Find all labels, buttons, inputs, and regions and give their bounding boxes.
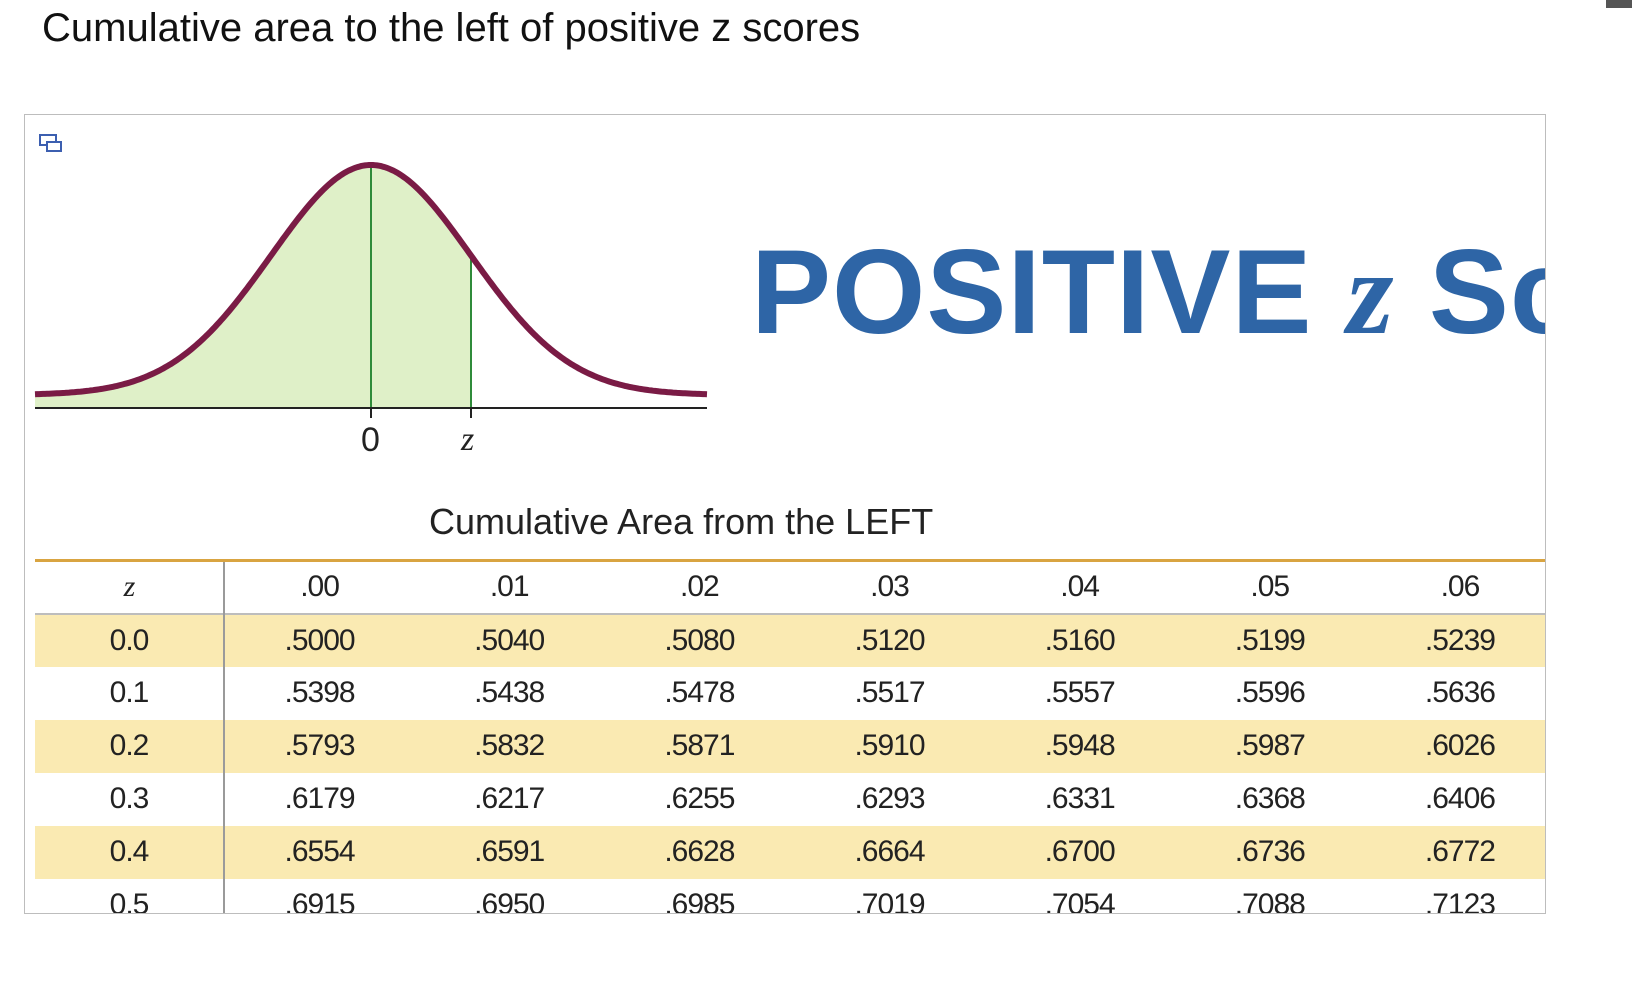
area-cell: .5557 xyxy=(1044,676,1116,709)
table-row: 0.1 .5398 .5438 .5478 .5517 .5557 .5596 … xyxy=(35,666,1545,720)
area-cell: .5438 xyxy=(474,676,545,709)
column-header: .04 xyxy=(1060,570,1100,604)
column-header: .01 xyxy=(489,570,530,604)
table-row: 0.4 .6554 .6591 .6628 .6664 .6700 .6736 … xyxy=(35,825,1545,879)
area-cell: .7019 xyxy=(854,888,925,914)
corner-indicator xyxy=(1606,0,1632,8)
area-cell: .5040 xyxy=(474,623,545,657)
z-value-cell: 0.4 xyxy=(35,825,225,879)
area-cell: .6915 xyxy=(284,888,356,914)
heading-word: POSITIVE xyxy=(751,225,1313,359)
heading-z: z xyxy=(1346,226,1395,359)
z-score-table: z .00 .01 .02 .03 .04 .05 .06 0.0 .5000 … xyxy=(35,559,1545,914)
table-row: 0.0 .5000 .5040 .5080 .5120 .5160 .5199 … xyxy=(35,613,1545,667)
table-header-row: z .00 .01 .02 .03 .04 .05 .06 xyxy=(35,560,1545,614)
area-cell: .5832 xyxy=(474,729,545,762)
expand-window-icon[interactable] xyxy=(37,131,65,155)
column-header: .05 xyxy=(1250,570,1290,604)
area-cell: .6406 xyxy=(1424,782,1496,815)
area-cell: .5871 xyxy=(664,729,735,762)
axis-zero-label: 0 xyxy=(361,421,380,459)
table-caption: Cumulative Area from the LEFT xyxy=(429,501,934,542)
cumulative-area-fill xyxy=(35,165,471,408)
z-value-cell: 0.2 xyxy=(35,719,225,773)
area-cell: .6368 xyxy=(1234,782,1306,815)
area-cell: .6026 xyxy=(1424,729,1496,762)
area-cell: .5948 xyxy=(1044,729,1116,762)
area-cell: .5398 xyxy=(284,676,356,709)
area-cell: .6554 xyxy=(284,835,356,868)
area-cell: .5000 xyxy=(284,623,356,657)
area-cell: .6217 xyxy=(474,782,545,815)
column-header: .02 xyxy=(679,570,720,604)
positive-z-heading: POSITIVE z Sc xyxy=(751,223,1545,362)
area-cell: .6700 xyxy=(1044,835,1116,868)
area-cell: .5239 xyxy=(1424,623,1496,657)
area-cell: .5199 xyxy=(1234,623,1306,657)
area-cell: .6179 xyxy=(284,782,356,815)
area-cell: .5160 xyxy=(1044,623,1116,657)
area-cell: .6772 xyxy=(1424,835,1496,868)
area-cell: .5120 xyxy=(854,623,925,657)
area-cell: .6985 xyxy=(664,888,735,914)
z-value-cell: 0.3 xyxy=(35,772,225,826)
table-row: 0.5 .6915 .6950 .6985 .7019 .7054 .7088 … xyxy=(35,878,1545,914)
column-header: .03 xyxy=(870,570,910,604)
heading-tail: Sc xyxy=(1428,225,1545,359)
area-cell: .5517 xyxy=(854,676,925,709)
area-cell: .5793 xyxy=(284,729,356,762)
normal-curve-figure xyxy=(34,162,708,418)
area-cell: .7123 xyxy=(1424,888,1496,914)
area-cell: .6331 xyxy=(1044,782,1116,815)
z-value-cell: 0.0 xyxy=(35,613,225,667)
column-header: .00 xyxy=(300,570,340,604)
table-row: 0.3 .6179 .6217 .6255 .6293 .6331 .6368 … xyxy=(35,772,1545,826)
page-title: Cumulative area to the left of positive … xyxy=(42,6,861,50)
area-cell: .6736 xyxy=(1234,835,1306,868)
axis-z-label: z xyxy=(461,421,475,458)
area-cell: .5910 xyxy=(854,729,925,762)
area-cell: .5478 xyxy=(664,676,735,709)
z-header: z xyxy=(35,560,225,614)
area-cell: .6255 xyxy=(664,782,735,815)
area-cell: .6628 xyxy=(664,835,735,868)
area-cell: .6591 xyxy=(474,835,545,868)
column-header: .06 xyxy=(1440,570,1481,604)
area-cell: .5596 xyxy=(1234,676,1306,709)
area-cell: .6664 xyxy=(854,835,925,868)
area-cell: .6950 xyxy=(474,888,545,914)
area-cell: .5987 xyxy=(1234,729,1306,762)
area-cell: .6293 xyxy=(854,782,925,815)
normal-curve xyxy=(34,162,708,398)
area-cell: .7054 xyxy=(1044,888,1116,914)
area-cell: .5080 xyxy=(664,623,735,657)
z-value-cell: 0.5 xyxy=(35,878,225,913)
area-cell: .7088 xyxy=(1234,888,1306,914)
z-value-cell: 0.1 xyxy=(35,666,225,720)
table-row: 0.2 .5793 .5832 .5871 .5910 .5948 .5987 … xyxy=(35,719,1545,773)
figure-frame: 0 z POSITIVE z Sc Cumulative Area from t… xyxy=(24,114,1546,914)
area-cell: .5636 xyxy=(1424,676,1496,709)
